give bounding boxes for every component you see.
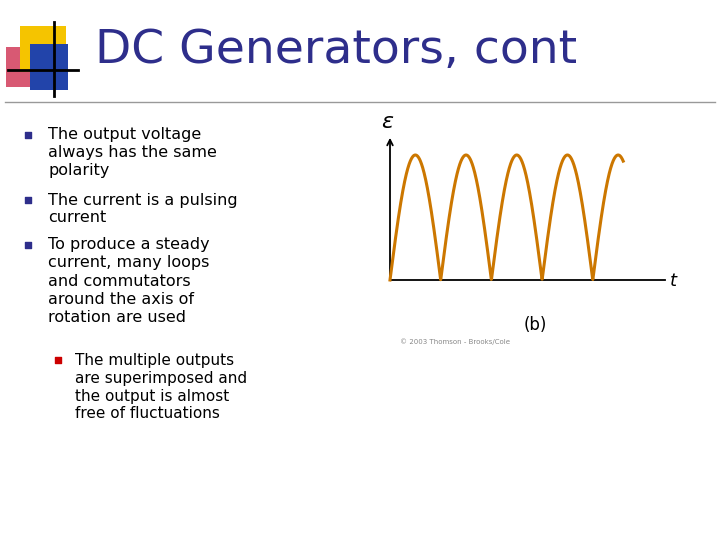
Text: are superimposed and: are superimposed and [75, 370, 247, 386]
Text: The output voltage: The output voltage [48, 127, 202, 143]
Text: DC Generators, cont: DC Generators, cont [95, 28, 577, 72]
Text: polarity: polarity [48, 164, 109, 179]
Text: © 2003 Thomson - Brooks/Cole: © 2003 Thomson - Brooks/Cole [400, 339, 510, 346]
Text: current, many loops: current, many loops [48, 255, 210, 271]
Text: The current is a pulsing: The current is a pulsing [48, 192, 238, 207]
Text: and commutators: and commutators [48, 273, 191, 288]
Text: $t$: $t$ [669, 272, 679, 290]
Text: around the axis of: around the axis of [48, 292, 194, 307]
Text: (b): (b) [524, 316, 547, 334]
FancyBboxPatch shape [20, 26, 66, 72]
Text: $\varepsilon$: $\varepsilon$ [382, 112, 395, 132]
FancyBboxPatch shape [6, 47, 44, 87]
Text: always has the same: always has the same [48, 145, 217, 160]
Text: rotation are used: rotation are used [48, 309, 186, 325]
Point [53, 356, 64, 364]
FancyBboxPatch shape [30, 44, 68, 90]
Text: The multiple outputs: The multiple outputs [75, 353, 234, 368]
Point [22, 195, 34, 204]
Text: free of fluctuations: free of fluctuations [75, 407, 220, 422]
Text: the output is almost: the output is almost [75, 388, 229, 403]
Text: current: current [48, 211, 107, 226]
Point [22, 131, 34, 139]
Text: To produce a steady: To produce a steady [48, 238, 210, 253]
Point [22, 241, 34, 249]
